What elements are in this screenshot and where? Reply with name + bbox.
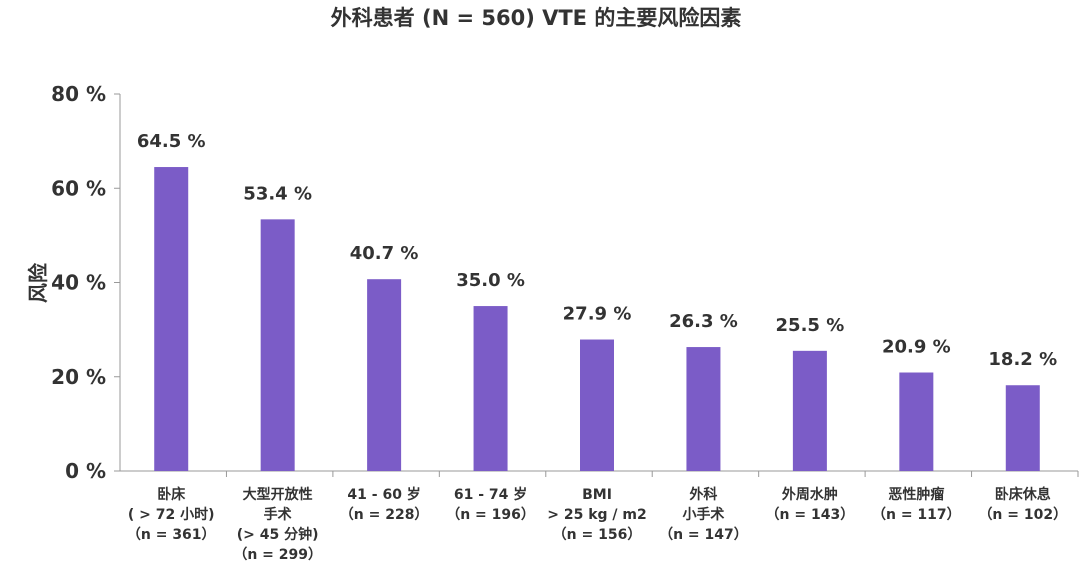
bar <box>792 350 827 471</box>
bar <box>1005 385 1040 471</box>
x-tick-label: （n = 143） <box>766 507 855 523</box>
data-label: 26.3 % <box>669 311 738 332</box>
y-axis-label: 风险 <box>26 262 50 303</box>
x-tick-label: （n = 147） <box>659 527 748 543</box>
x-tick-label: 大型开放性 <box>243 486 313 503</box>
x-tick-label: ( > 72 小时) <box>128 506 215 523</box>
bar <box>154 167 189 471</box>
x-tick-label: > 25 kg / m2 <box>547 507 646 523</box>
x-tick-label: 61 - 74 岁 <box>454 486 527 503</box>
y-tick-label: 60 % <box>51 176 106 200</box>
data-label: 18.2 % <box>988 349 1057 370</box>
x-tick-label: （n = 102） <box>978 507 1067 523</box>
x-tick-label: （n = 117） <box>872 507 961 523</box>
y-tick-label: 0 % <box>65 459 106 483</box>
y-tick-label: 20 % <box>51 365 106 389</box>
y-tick-label: 80 % <box>51 82 106 106</box>
x-tick-label: 小手术 <box>682 506 724 523</box>
bar <box>367 279 402 471</box>
bar <box>686 347 721 471</box>
data-label: 40.7 % <box>350 243 419 264</box>
x-tick-label: 卧床休息 <box>995 486 1051 503</box>
data-label: 27.9 % <box>563 304 632 325</box>
x-tick-label: （n = 196） <box>446 507 535 523</box>
bar <box>473 306 508 471</box>
x-tick-label: （n = 299） <box>233 547 322 563</box>
y-tick-label: 40 % <box>51 271 106 295</box>
x-tick-label: 恶性肿瘤 <box>888 486 944 503</box>
x-tick-label: （n = 156） <box>553 527 642 543</box>
data-label: 35.0 % <box>456 270 525 291</box>
x-tick-label: （n = 361） <box>127 527 216 543</box>
data-label: 25.5 % <box>776 315 845 336</box>
bar <box>899 372 934 471</box>
x-tick-label: (> 45 分钟) <box>237 526 319 543</box>
data-label: 53.4 % <box>243 183 312 204</box>
data-label: 20.9 % <box>882 337 951 358</box>
x-tick-label: 卧床 <box>157 486 186 503</box>
x-tick-label: 41 - 60 岁 <box>347 486 420 503</box>
x-tick-label: 外周水肿 <box>782 486 838 503</box>
x-tick-label: （n = 228） <box>340 507 429 523</box>
data-label: 64.5 % <box>137 131 206 152</box>
x-tick-label: 外科 <box>689 486 717 503</box>
x-tick-label: 手术 <box>264 506 292 523</box>
bar <box>260 219 295 471</box>
chart-title: 外科患者 (N = 560) VTE 的主要风险因素 <box>331 6 742 30</box>
bar <box>580 339 614 471</box>
x-tick-label: BMI <box>582 487 612 503</box>
